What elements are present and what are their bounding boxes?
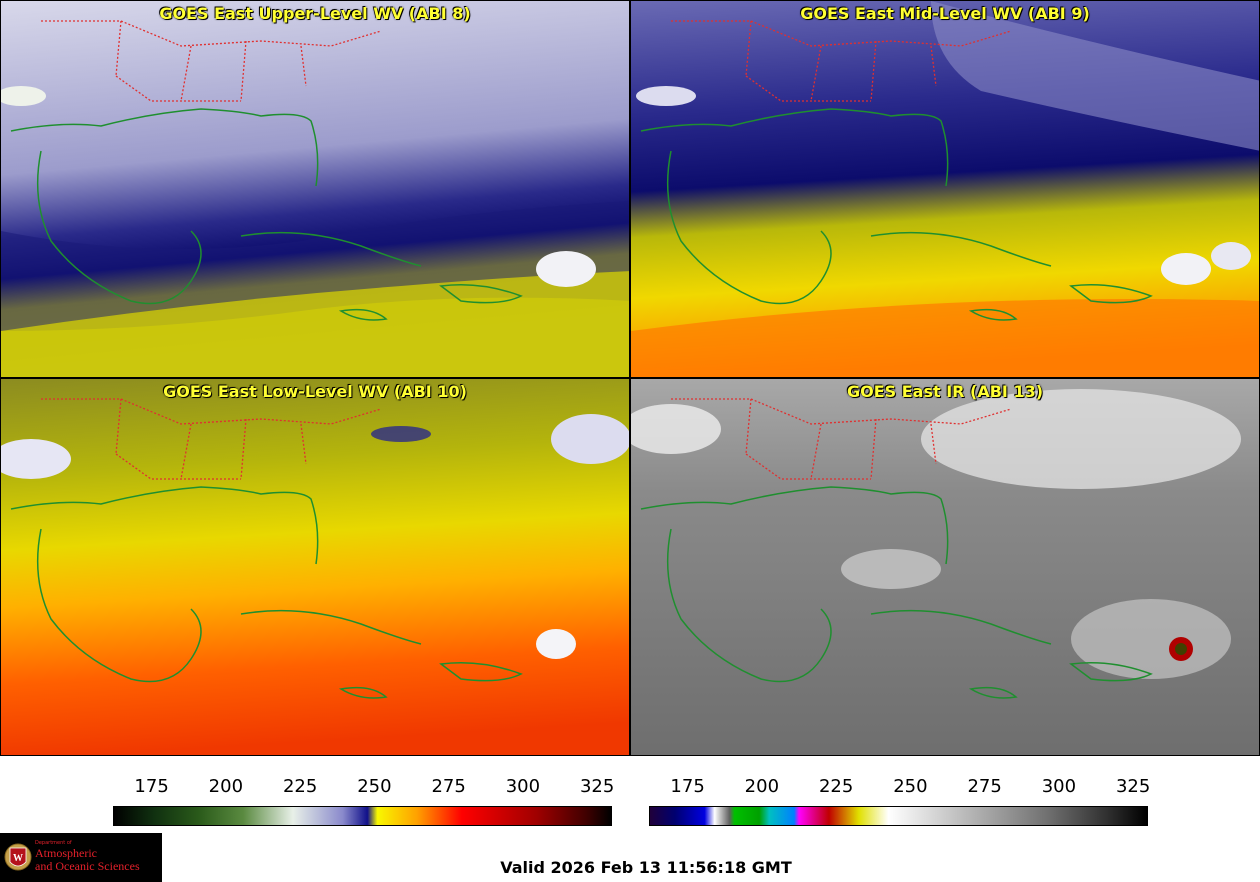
mid-level-wv-image bbox=[631, 1, 1259, 377]
ir-panel: GOES East IR (ABI 13) bbox=[630, 378, 1260, 756]
panel-title: GOES East Low-Level WV (ABI 10) bbox=[163, 382, 467, 401]
ir-image bbox=[631, 379, 1259, 755]
low-level-wv-panel: GOES East Low-Level WV (ABI 10) bbox=[0, 378, 630, 756]
logo-department: Department of bbox=[35, 840, 72, 846]
ir-tick-325: 325 bbox=[1115, 776, 1151, 797]
mid-level-wv-panel: GOES East Mid-Level WV (ABI 9) bbox=[630, 0, 1260, 378]
wv-tick-225: 225 bbox=[282, 776, 318, 797]
wv-tick-325: 325 bbox=[579, 776, 615, 797]
upper-level-wv-panel: GOES East Upper-Level WV (ABI 8) bbox=[0, 0, 630, 378]
uw-crest-icon: W bbox=[4, 843, 32, 871]
ir-tick-175: 175 bbox=[670, 776, 705, 797]
wv-colorbar-gradient bbox=[113, 806, 612, 826]
wv-colorbar-ticks: 175 200 225 250 275 300 325 bbox=[113, 776, 615, 804]
panel-title: GOES East Mid-Level WV (ABI 9) bbox=[800, 4, 1090, 23]
aos-logo: W Department of Atmospheric and Oceanic … bbox=[0, 833, 162, 882]
low-level-wv-image bbox=[1, 379, 629, 755]
logo-line-2: and Oceanic Sciences bbox=[35, 859, 140, 873]
ir-colorbar-ticks: 175 200 225 250 275 300 325 bbox=[649, 776, 1151, 804]
wv-tick-300: 300 bbox=[505, 776, 541, 797]
ir-tick-300: 300 bbox=[1041, 776, 1077, 797]
logo-line-1: Atmospheric bbox=[35, 846, 97, 860]
ir-colorbar: 175 200 225 250 275 300 325 bbox=[649, 776, 1151, 828]
ir-tick-225: 225 bbox=[818, 776, 854, 797]
upper-level-wv-image bbox=[1, 1, 629, 377]
ir-tick-250: 250 bbox=[893, 776, 928, 797]
wv-colorbar: 175 200 225 250 275 300 325 bbox=[113, 776, 615, 828]
wv-tick-175: 175 bbox=[134, 776, 169, 797]
ir-tick-200: 200 bbox=[744, 776, 780, 797]
wv-tick-200: 200 bbox=[208, 776, 244, 797]
wv-tick-275: 275 bbox=[431, 776, 466, 797]
panel-title: GOES East Upper-Level WV (ABI 8) bbox=[159, 4, 471, 23]
panel-title: GOES East IR (ABI 13) bbox=[846, 382, 1044, 401]
valid-time: Valid 2026 Feb 13 11:56:18 GMT bbox=[500, 858, 792, 877]
ir-tick-275: 275 bbox=[967, 776, 1002, 797]
ir-colorbar-gradient bbox=[649, 806, 1148, 826]
svg-text:W: W bbox=[13, 853, 23, 864]
wv-tick-250: 250 bbox=[357, 776, 392, 797]
